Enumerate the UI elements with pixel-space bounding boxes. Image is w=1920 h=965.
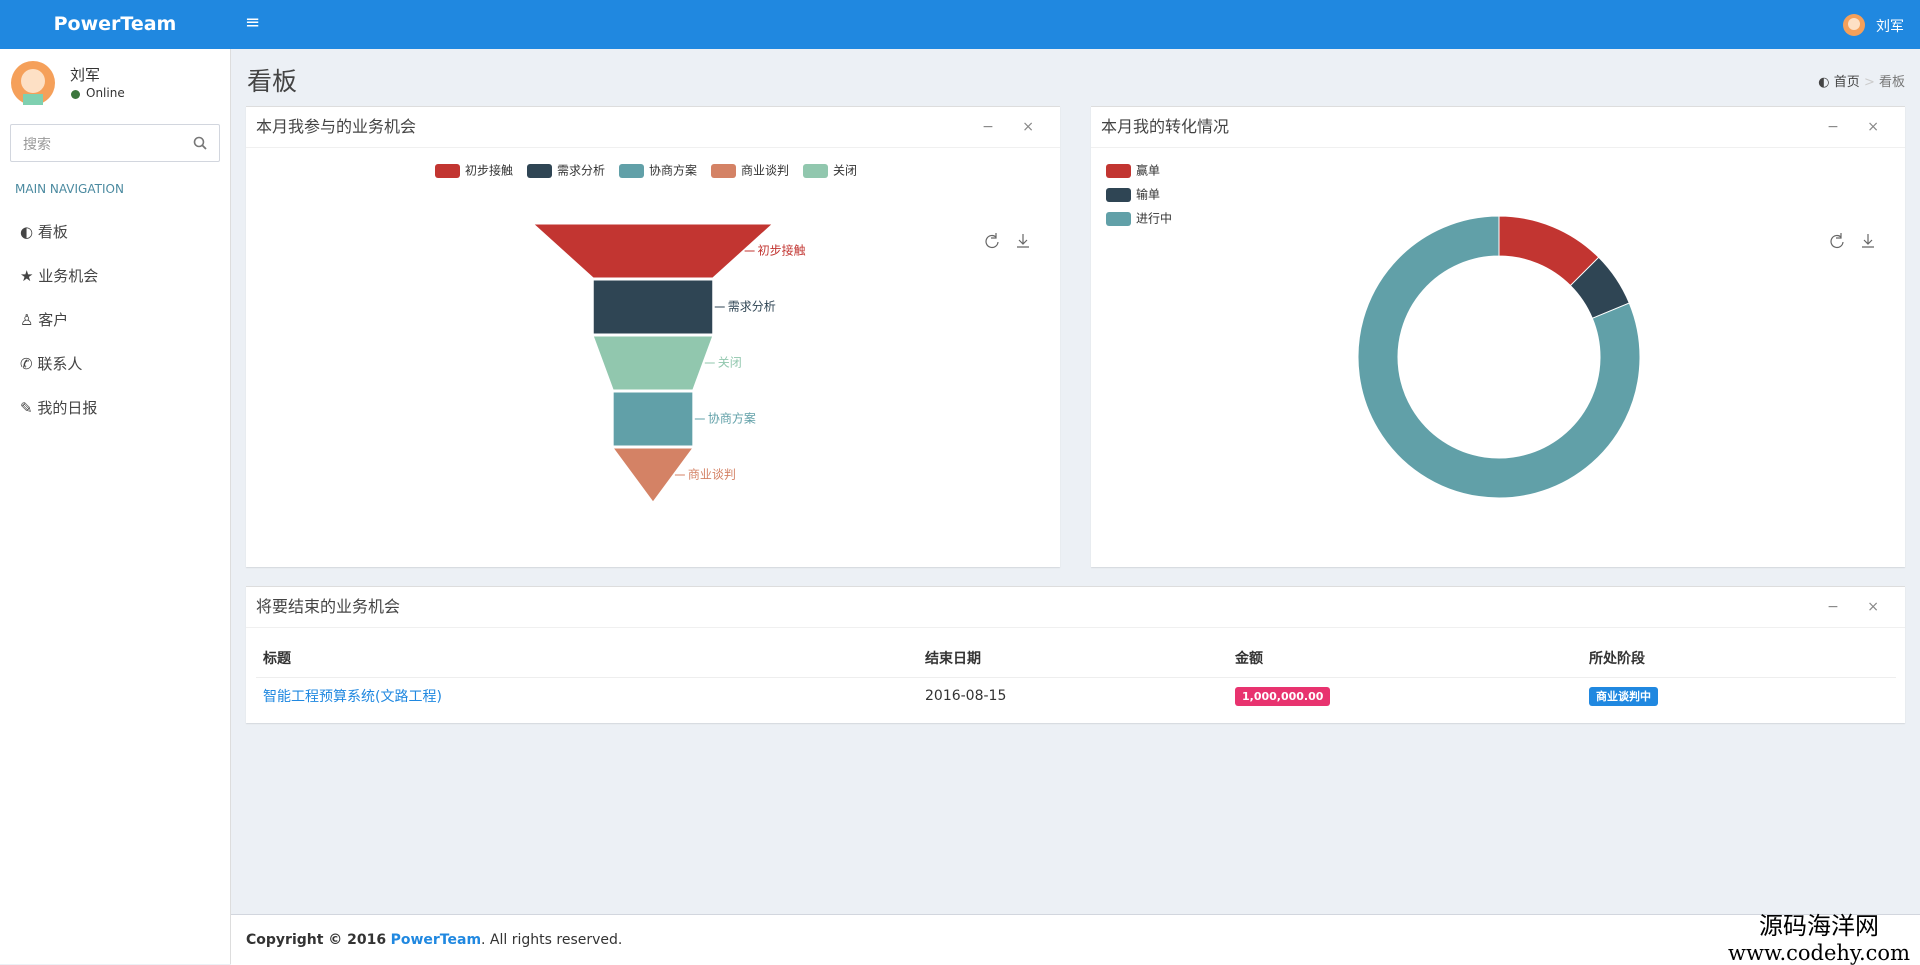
copyright-text: Copyright © 2016 <box>246 932 387 948</box>
legend-swatch <box>527 164 552 178</box>
user-avatar <box>1843 14 1865 36</box>
copyright: Copyright © 2016 PowerTeam. All rights r… <box>246 932 622 948</box>
column-header: 结束日期 <box>925 650 981 667</box>
refresh-icon[interactable] <box>1830 233 1844 249</box>
sidebar-user: 刘军 <box>70 66 101 84</box>
legend-swatch <box>803 164 828 178</box>
menu-label[interactable]: 我的日报 <box>37 399 98 417</box>
table: 标题 结束日期 金额 所处阶段 智能工程预算系统(文路工程) 2016-08-1… <box>256 639 1896 715</box>
nav-header: MAIN NAVIGATION <box>15 182 124 196</box>
search-box[interactable]: 搜索 <box>10 124 220 162</box>
breadcrumb-link[interactable]: 首页 <box>1833 75 1860 90</box>
panel-tools[interactable]: − × <box>1827 599 1891 615</box>
avatar <box>11 61 55 105</box>
rights-text: . All rights reserved. <box>481 932 623 948</box>
menu-item[interactable]: ★ 业务机会 <box>20 267 99 285</box>
legend-label: 进行中 <box>1136 211 1172 226</box>
search-placeholder: 搜索 <box>23 137 51 153</box>
breadcrumb: ◐ 首页 > 看板 <box>1818 75 1905 90</box>
legend-label: 初步接触 <box>465 163 513 178</box>
download-icon[interactable] <box>1862 234 1874 248</box>
page-title: 看板 <box>247 67 298 96</box>
pie-panel: 本月我的转化情况 − × 赢单输单进行中 <box>1091 106 1905 567</box>
amount-badge: 1,000,000.00 <box>1235 687 1331 707</box>
sidebar: 刘军 Online 搜索 MAIN NAVIGATION ◐ 看板 ★ 业务机会… <box>0 49 231 964</box>
segment-label: 协商方案 <box>708 411 756 426</box>
menu-item[interactable]: ◐ 看板 <box>20 223 68 241</box>
funnel-segment <box>612 391 694 447</box>
legend-swatch <box>619 164 644 178</box>
footer-brand[interactable]: PowerTeam <box>390 932 482 948</box>
legend-label: 输单 <box>1136 187 1160 202</box>
panel-title: 本月我参与的业务机会 <box>246 107 1060 148</box>
legend-swatch <box>711 164 736 178</box>
pie-slice <box>1357 215 1641 499</box>
panel-title: 本月我的转化情况 <box>1091 107 1905 148</box>
menu-label[interactable]: 联系人 <box>37 355 83 373</box>
menu-item[interactable]: ♙ 客户 <box>20 311 69 329</box>
panel-title: 将要结束的业务机会 <box>246 587 1905 628</box>
stage-badge: 商业谈判中 <box>1589 687 1658 707</box>
legend-label: 协商方案 <box>649 163 697 178</box>
funnel-segment <box>612 447 694 503</box>
segment-label: 关闭 <box>718 356 742 370</box>
funnel-segment <box>592 279 714 335</box>
legend-swatch <box>1106 212 1131 226</box>
panel-tools[interactable]: − × <box>1827 119 1891 135</box>
column-header: 金额 <box>1235 650 1263 667</box>
menu-label[interactable]: 业务机会 <box>38 267 99 285</box>
breadcrumb-current: 看板 <box>1878 75 1905 90</box>
top-bar: PowerTeam ≡ 刘军 <box>0 0 1920 49</box>
panel-tools[interactable]: − × <box>982 119 1046 135</box>
menu-toggle[interactable]: ≡ <box>245 12 261 33</box>
watermark: 源码海洋网 www.codehy.com <box>1728 906 1910 965</box>
status-dot <box>71 90 80 99</box>
menu-label[interactable]: 看板 <box>37 223 68 241</box>
watermark-title: 源码海洋网 <box>1759 912 1879 940</box>
legend-swatch <box>1106 164 1131 178</box>
table-row: 智能工程预算系统(文路工程) 2016-08-15 1,000,000.00 商… <box>256 677 1896 715</box>
funnel-segment <box>532 223 774 279</box>
legend-label: 商业谈判 <box>741 163 789 178</box>
opportunity-link[interactable]: 智能工程预算系统(文路工程) <box>263 689 442 706</box>
brand[interactable]: PowerTeam <box>53 13 177 35</box>
column-header: 所处阶段 <box>1589 650 1645 667</box>
menu-label[interactable]: 客户 <box>38 311 69 329</box>
table-header: 标题 结束日期 金额 所处阶段 <box>256 639 1896 677</box>
footer: Copyright © 2016 PowerTeam. All rights r… <box>231 914 1920 965</box>
menu-item[interactable]: ✆ 联系人 <box>20 355 83 373</box>
legend-label: 需求分析 <box>557 164 605 178</box>
search-icon[interactable] <box>193 136 207 150</box>
legend-swatch <box>435 164 460 178</box>
user-name[interactable]: 刘军 <box>1876 19 1904 35</box>
legend-label: 关闭 <box>833 164 857 178</box>
segment-label: 商业谈判 <box>688 467 736 482</box>
legend-label: 赢单 <box>1136 163 1160 178</box>
refresh-icon[interactable] <box>985 233 999 249</box>
status: Online <box>86 86 125 100</box>
segment-label: 初步接触 <box>758 243 806 258</box>
end-date: 2016-08-15 <box>925 688 1007 705</box>
legend-swatch <box>1106 188 1131 202</box>
funnel-segment <box>592 335 714 391</box>
watermark-url: www.codehy.com <box>1728 941 1910 965</box>
menu-item[interactable]: ✎ 我的日报 <box>20 399 98 417</box>
column-header: 标题 <box>263 650 291 667</box>
table-panel: 将要结束的业务机会 − × 标题 结束日期 金额 所处阶段 智能工程预算系统(文… <box>246 586 1905 723</box>
funnel-panel: 本月我参与的业务机会 − × 初步接触 需求分析 协商方案 商业谈判 关闭 初步接触 需求分… <box>246 106 1060 567</box>
segment-label: 需求分析 <box>728 300 776 314</box>
download-icon[interactable] <box>1017 234 1029 248</box>
